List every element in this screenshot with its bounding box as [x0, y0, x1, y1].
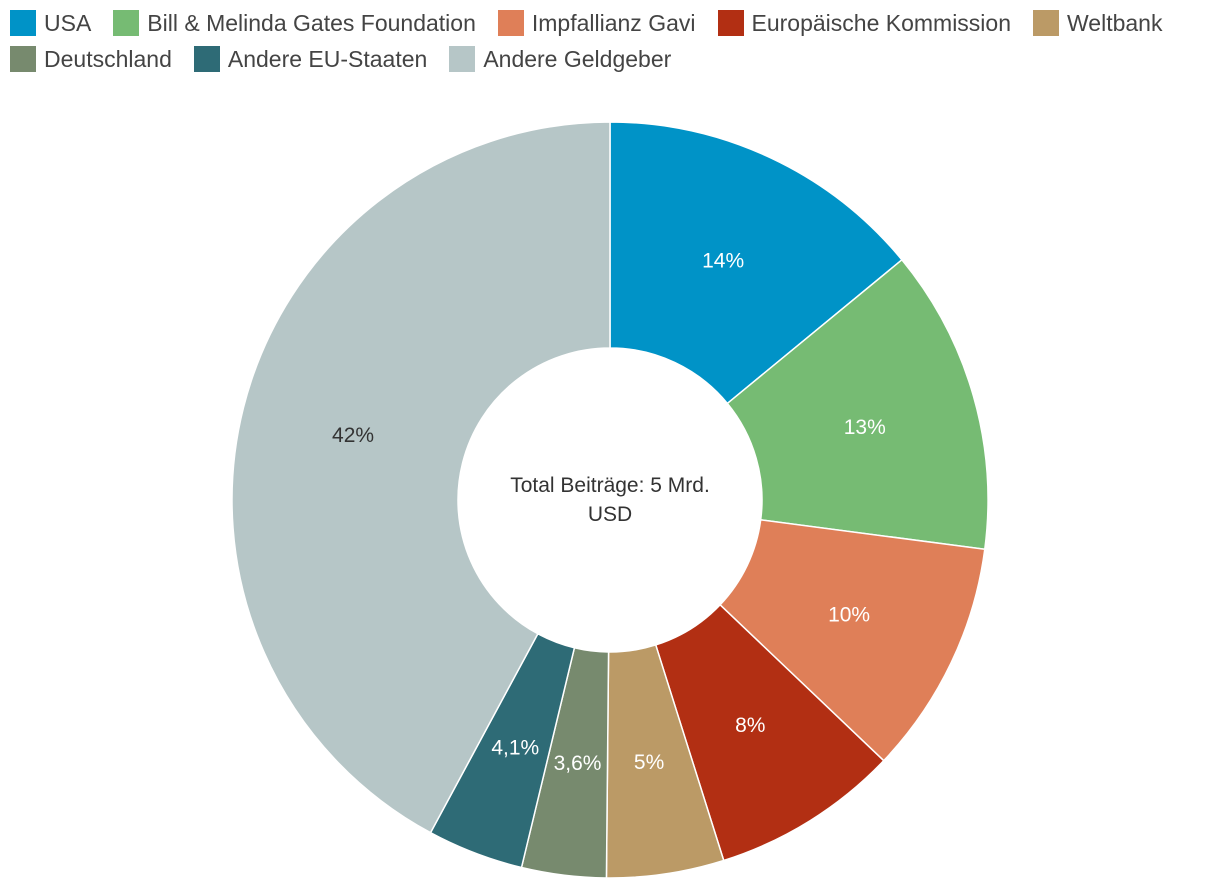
- legend-item-impfallianz-gavi[interactable]: Impfallianz Gavi: [497, 9, 696, 36]
- legend-item-usa[interactable]: USA: [10, 10, 91, 36]
- legend-swatch: [449, 46, 476, 72]
- legend-label: Andere Geldgeber: [483, 45, 672, 72]
- data-label-andere-geldgeber: 42%: [332, 424, 374, 447]
- legend-label: Bill & Melinda Gates Foundation: [147, 9, 476, 36]
- center-label-group: Total Beiträge: 5 Mrd. USD: [510, 474, 710, 526]
- legend-item-bill-and-melinda-gates-foundation[interactable]: Bill & Melinda Gates Foundation: [113, 10, 476, 36]
- data-label-deutschland: 3,6%: [554, 752, 602, 775]
- legend-swatch: [10, 10, 36, 36]
- legend-item-deutschland[interactable]: Deutschland: [10, 46, 172, 72]
- legend-label: Deutschland: [44, 45, 172, 72]
- center-label-line-2: USD: [588, 503, 632, 526]
- center-label-line-1: Total Beiträge: 5 Mrd.: [510, 474, 710, 497]
- legend-item-europaeische-kommission[interactable]: Europäische Kommission: [717, 9, 1012, 36]
- legend-swatch: [193, 46, 220, 72]
- legend-item-andere-eu-staaten[interactable]: Andere EU-Staaten: [193, 45, 428, 72]
- data-label-usa: 14%: [702, 249, 744, 272]
- legend-swatch: [717, 10, 744, 36]
- legend-label: Weltbank: [1067, 9, 1163, 36]
- legend-item-andere-geldgeber[interactable]: Andere Geldgeber: [449, 46, 671, 72]
- legend-swatch: [113, 10, 140, 36]
- slice-labels: 14% 13% 10% 8% 5% 3,6% 4,1% 42%: [332, 249, 886, 775]
- data-label-weltbank: 5%: [634, 751, 664, 774]
- legend-swatch: [10, 46, 36, 72]
- donut-slices: [231, 121, 989, 879]
- donut-hole: [458, 348, 762, 652]
- legend-swatch: [497, 10, 524, 36]
- legend-label: Europäische Kommission: [751, 9, 1012, 36]
- legend-label: USA: [44, 9, 92, 36]
- legend-label: Andere EU-Staaten: [227, 45, 428, 72]
- legend-swatch: [1033, 10, 1060, 36]
- data-label-europaeische-kommission: 8%: [735, 714, 765, 737]
- data-label-bill-and-melinda-gates-foundation: 13%: [844, 416, 886, 439]
- data-label-impfallianz-gavi: 10%: [828, 603, 870, 626]
- data-label-andere-eu-staaten: 4,1%: [491, 736, 539, 759]
- chart-legend: USA Bill & Melinda Gates Foundation Impfal…: [10, 10, 1210, 72]
- slice-andere-geldgeber[interactable]: [231, 121, 611, 834]
- legend-item-weltbank[interactable]: Weltbank: [1033, 10, 1162, 36]
- legend-label: Impfallianz Gavi: [531, 9, 696, 36]
